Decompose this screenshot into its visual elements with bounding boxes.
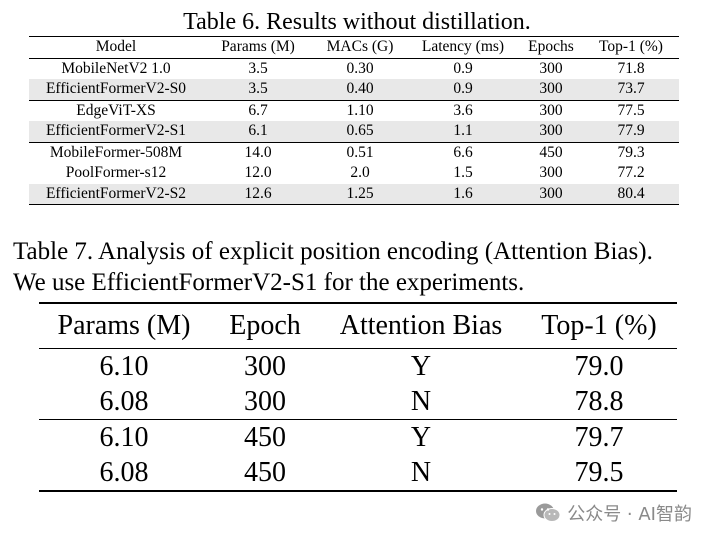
table7-caption-line1: Table 7. Analysis of explicit position e… [13, 238, 653, 265]
table-cell: 0.30 [346, 59, 374, 77]
table-cell: 0.9 [453, 59, 473, 77]
table-cell: 12.0 [244, 164, 272, 181]
table-cell: N [410, 457, 432, 488]
table-cell: 300 [244, 351, 286, 382]
table-row-highlighted: EfficientFormerV2-S2 12.6 1.25 1.6 300 8… [29, 183, 679, 205]
watermark-text: 公众号 · AI智韵 [567, 504, 692, 525]
table-cell: EfficientFormerV2-S1 [29, 121, 203, 142]
table-cell: 450 [209, 419, 321, 455]
table-cell: 0.40 [313, 79, 407, 100]
table-cell: N [410, 386, 432, 417]
table-cell: 1.1 [407, 121, 519, 142]
table7: Params (M) Epoch Attention Bias Top-1 (%… [39, 302, 677, 492]
table7-header-top1: Top-1 (%) [541, 310, 657, 341]
table7-header-epoch: Epoch [229, 310, 301, 341]
table6-header-row: Model Params (M) MACs (G) Latency (ms) E… [29, 36, 679, 58]
table-cell: 300 [519, 79, 583, 100]
table-row: 6.08 300 N 78.8 [39, 384, 677, 420]
table-cell: EfficientFormerV2-S0 [29, 79, 203, 100]
table-cell: 79.3 [583, 141, 679, 163]
table-cell: 0.51 [313, 141, 407, 163]
table-cell: 79.0 [574, 351, 624, 382]
table-row: MobileNetV2 1.0 3.5 0.30 0.9 300 71.8 [29, 58, 679, 79]
table-cell: 300 [519, 121, 583, 142]
table7-header-params: Params (M) [57, 310, 191, 341]
table-cell: 79.7 [521, 419, 677, 455]
table-cell: 77.5 [583, 99, 679, 121]
table-cell: 3.5 [203, 79, 313, 100]
table-row: 6.08 450 N 79.5 [39, 455, 677, 491]
table-cell: 300 [539, 59, 563, 77]
table-cell: Y [321, 419, 521, 455]
table-row: MobileFormer-508M 14.0 0.51 6.6 450 79.3 [29, 141, 679, 163]
table7-header-row: Params (M) Epoch Attention Bias Top-1 (%… [39, 303, 677, 349]
table6-header-model: Model [95, 38, 137, 55]
table-row: EdgeViT-XS 6.7 1.10 3.6 300 77.5 [29, 99, 679, 121]
table-cell: PoolFormer-s12 [65, 164, 167, 181]
table-cell: EfficientFormerV2-S2 [29, 183, 203, 205]
table-cell: 0.65 [313, 121, 407, 142]
table-cell: 77.9 [583, 121, 679, 142]
table-row-highlighted: EfficientFormerV2-S1 6.1 0.65 1.1 300 77… [29, 121, 679, 142]
table-row: 6.10 450 Y 79.7 [39, 419, 677, 455]
table-cell: 300 [539, 164, 563, 181]
table6-header-macs: MACs (G) [326, 38, 394, 55]
table-row: PoolFormer-s12 12.0 2.0 1.5 300 77.2 [29, 163, 679, 184]
table-cell: EdgeViT-XS [29, 99, 203, 121]
table6-header-params: Params (M) [221, 38, 295, 55]
table6: Model Params (M) MACs (G) Latency (ms) E… [29, 36, 679, 205]
table-cell: 78.8 [574, 386, 624, 417]
watermark: 公众号 · AI智韵 [535, 500, 692, 526]
table7-caption: Table 7. Analysis of explicit position e… [13, 236, 713, 298]
table-cell: Y [410, 351, 432, 382]
table-cell: 3.6 [407, 99, 519, 121]
table-cell: 3.5 [248, 59, 268, 77]
table-cell: 1.10 [313, 99, 407, 121]
table-cell: 71.8 [617, 59, 645, 77]
table6-caption: Table 6. Results without distillation. [183, 9, 531, 35]
table-cell: 450 [519, 141, 583, 163]
table-cell: 6.10 [39, 419, 209, 455]
table-cell: 1.25 [313, 183, 407, 205]
table-cell: 300 [519, 99, 583, 121]
table-cell: 12.6 [203, 183, 313, 205]
table-cell: MobileFormer-508M [29, 141, 203, 163]
table-cell: 1.5 [453, 164, 473, 181]
table-cell: MobileNetV2 1.0 [61, 59, 171, 77]
table6-header-top1: Top-1 (%) [599, 38, 663, 55]
table-cell: 6.10 [99, 351, 149, 382]
table6-header-latency: Latency (ms) [421, 38, 505, 55]
table-cell: 77.2 [617, 164, 645, 181]
table-cell: 14.0 [203, 141, 313, 163]
table-row: 6.10 300 Y 79.0 [39, 349, 677, 385]
table-row-highlighted: EfficientFormerV2-S0 3.5 0.40 0.9 300 73… [29, 79, 679, 100]
table-cell: 300 [519, 183, 583, 205]
table-cell: 73.7 [583, 79, 679, 100]
table-cell: 6.08 [99, 386, 149, 417]
table-cell: 80.4 [583, 183, 679, 205]
wechat-icon [536, 503, 561, 522]
table-cell: 6.6 [407, 141, 519, 163]
table6-header-epochs: Epochs [528, 38, 574, 55]
table-cell: 2.0 [350, 164, 370, 181]
table-cell: 6.08 [99, 457, 149, 488]
table-cell: 450 [244, 457, 286, 488]
table-cell: 79.5 [574, 457, 624, 488]
table-cell: 1.6 [407, 183, 519, 205]
table-cell: 6.7 [203, 99, 313, 121]
table-cell: 6.1 [203, 121, 313, 142]
table7-caption-line2: We use EfficientFormerV2-S1 for the expe… [13, 269, 525, 296]
table-cell: 0.9 [407, 79, 519, 100]
table-cell: 300 [244, 386, 286, 417]
table7-header-attention-bias: Attention Bias [339, 310, 503, 341]
